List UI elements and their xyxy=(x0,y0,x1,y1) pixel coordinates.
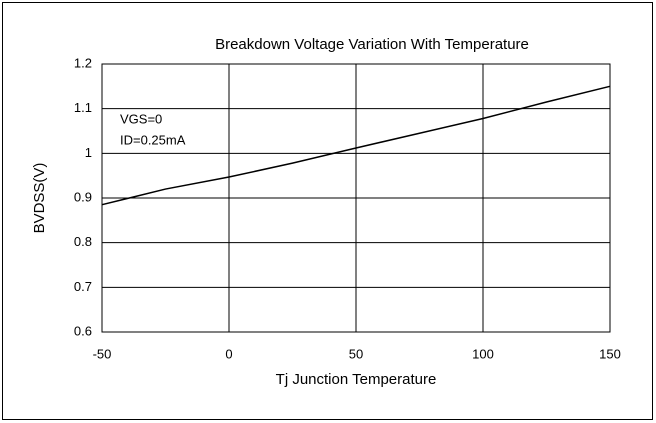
x-tick-label: 100 xyxy=(472,346,494,361)
x-tick-label: 0 xyxy=(225,346,232,361)
y-tick-label: 0.8 xyxy=(74,234,92,249)
data-line xyxy=(101,85,611,206)
x-tick-label: -50 xyxy=(93,346,112,361)
y-tick-label: 1.1 xyxy=(74,100,92,115)
x-axis-label: Tj Junction Temperature xyxy=(276,371,437,388)
x-tick-label: 150 xyxy=(599,346,621,361)
annotation: VGS=0 xyxy=(120,111,162,126)
annotation: ID=0.25mA xyxy=(120,132,186,147)
y-tick-label: 0.9 xyxy=(74,189,92,204)
y-axis-label: BVDSS(V) xyxy=(31,163,48,234)
y-tick-label: 0.6 xyxy=(74,323,92,338)
x-tick-label: 50 xyxy=(349,346,363,361)
y-tick-label: 1 xyxy=(85,145,92,160)
chart-title: Breakdown Voltage Variation With Tempera… xyxy=(215,36,529,53)
y-tick-label: 0.7 xyxy=(74,279,92,294)
y-tick-label: 1.2 xyxy=(74,55,92,70)
